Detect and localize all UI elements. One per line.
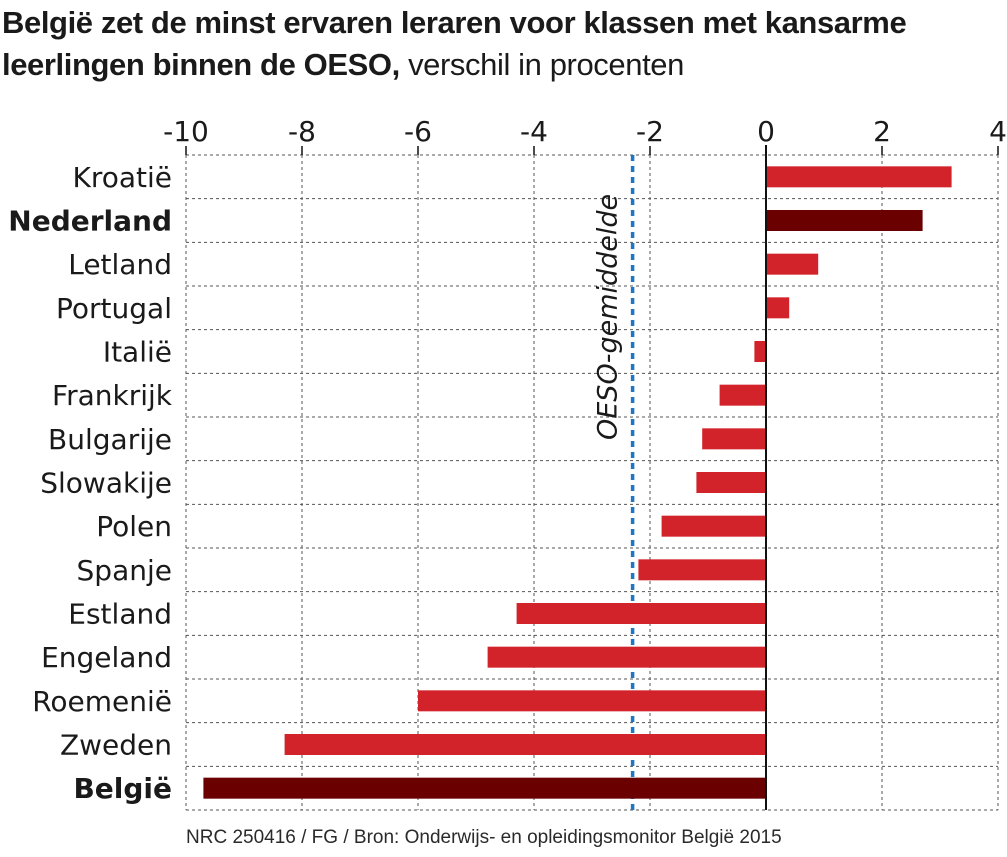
bar [766,253,819,275]
bar [766,166,952,188]
bar [766,297,790,319]
chart-title-unit: verschil in procenten [408,47,684,82]
category-label: België [73,772,172,805]
category-label: Kroatië [72,161,172,194]
axis-layer [185,145,999,810]
x-tick-label: -10 [163,115,209,148]
category-label: Nederland [8,205,172,238]
category-label: Spanje [77,554,172,587]
bar [696,472,766,493]
x-tick-label: 4 [989,115,1007,148]
bar [661,515,766,537]
x-tick-label: 2 [873,115,891,148]
bar [418,690,766,712]
category-label: Letland [68,248,172,281]
bar [766,210,923,231]
category-label: Zweden [60,729,172,762]
bar [638,559,766,581]
grid-layer [185,154,999,811]
category-label: Slowakije [40,467,172,500]
reference-line-label: OESO-gemiddelde [593,194,624,440]
reference-line-layer: OESO-gemiddelde [593,155,635,812]
category-label: Engeland [41,641,172,674]
category-label: Frankrijk [52,379,173,412]
bar [719,384,766,406]
category-label: Portugal [56,292,172,325]
x-tick-label: -8 [288,115,316,148]
category-labels: Kroatië Nederland Letland Portugal Italië Fra… [8,161,173,805]
source-note: NRC 250416 / FG / Bron: Onderwijs- en op… [186,827,782,848]
x-tick-label: -4 [520,115,548,148]
x-tick-label: -2 [636,115,664,148]
chart-title-main: België zet de minst ervaren leraren voor… [2,5,907,82]
x-tick-label: 0 [757,115,775,148]
category-label: Roemenië [32,685,172,718]
x-tick-labels: -10 -8 -6 -4 -2 0 2 4 [163,115,1007,148]
category-label: Bulgarije [48,423,172,456]
bar [754,341,766,362]
x-tick-label: -6 [404,115,432,148]
bar [702,428,766,450]
chart-title: België zet de minst ervaren leraren voor… [2,2,1002,86]
category-label: Polen [96,510,172,543]
category-label: Italië [103,336,172,369]
bar [487,646,766,668]
bar [516,603,766,624]
bar [203,777,766,799]
bars-layer [203,166,952,799]
category-label: Estland [68,598,172,631]
bar [284,734,766,755]
